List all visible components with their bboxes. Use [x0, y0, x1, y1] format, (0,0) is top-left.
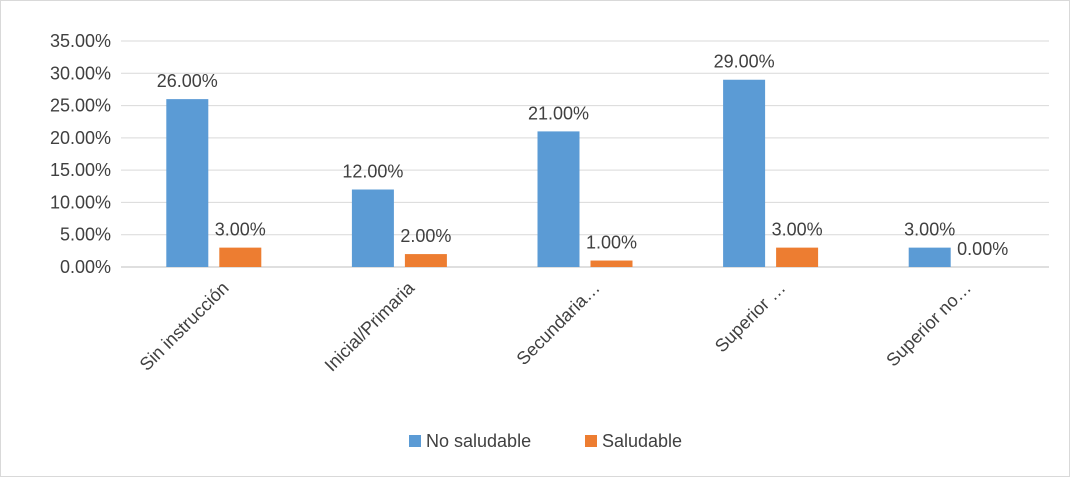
x-axis-tick-labels: Sin instrucción Inicial/Primaria Secundari…: [136, 277, 975, 375]
data-label: 3.00%: [215, 220, 266, 240]
data-label: 0.00%: [957, 239, 1008, 259]
data-label: 26.00%: [157, 71, 218, 91]
x-tick-label: Sin instrucción: [136, 278, 233, 375]
data-label: 3.00%: [772, 220, 823, 240]
data-label: 29.00%: [714, 52, 775, 72]
data-label: 2.00%: [400, 226, 451, 246]
bar-saludable: [590, 260, 633, 267]
bar-saludable: [404, 254, 447, 267]
bar-no-saludable: [723, 79, 766, 267]
y-tick-label: 30.00%: [50, 63, 111, 83]
y-tick-label: 25.00%: [50, 96, 111, 116]
bar-saludable: [219, 247, 262, 267]
y-axis-tick-labels: 0.00% 5.00% 10.00% 15.00% 20.00% 25.00% 30.00%…: [50, 31, 111, 277]
gridlines: [121, 40, 1049, 268]
x-tick-label: Inicial/Primaria: [321, 277, 419, 375]
x-tick-label: Secundaria…: [513, 278, 604, 369]
x-tick-label: Superior …: [711, 278, 790, 357]
legend-swatch: [585, 435, 597, 447]
y-tick-label: 20.00%: [50, 128, 111, 148]
bar-no-saludable: [537, 131, 580, 267]
x-tick-label: Superior no…: [882, 278, 975, 371]
data-labels: 26.00% 3.00% 12.00% 2.00% 21.00% 1.00% 29.00% 3…: [157, 52, 1008, 259]
legend-swatch: [409, 435, 421, 447]
y-tick-label: 10.00%: [50, 192, 111, 212]
data-label: 12.00%: [342, 162, 403, 182]
bar-no-saludable: [351, 189, 394, 267]
data-label: 1.00%: [586, 233, 637, 253]
legend-label: Saludable: [602, 431, 682, 451]
y-tick-label: 5.00%: [60, 225, 111, 245]
bar-no-saludable: [908, 247, 951, 267]
legend-label: No saludable: [426, 431, 531, 451]
legend: No saludable Saludable: [409, 431, 682, 451]
y-tick-label: 0.00%: [60, 257, 111, 277]
data-label: 21.00%: [528, 103, 589, 123]
bar-saludable: [776, 247, 819, 267]
data-label: 3.00%: [904, 220, 955, 240]
bars: [166, 79, 951, 267]
bar-no-saludable: [166, 99, 209, 267]
y-tick-label: 35.00%: [50, 31, 111, 51]
y-tick-label: 15.00%: [50, 160, 111, 180]
